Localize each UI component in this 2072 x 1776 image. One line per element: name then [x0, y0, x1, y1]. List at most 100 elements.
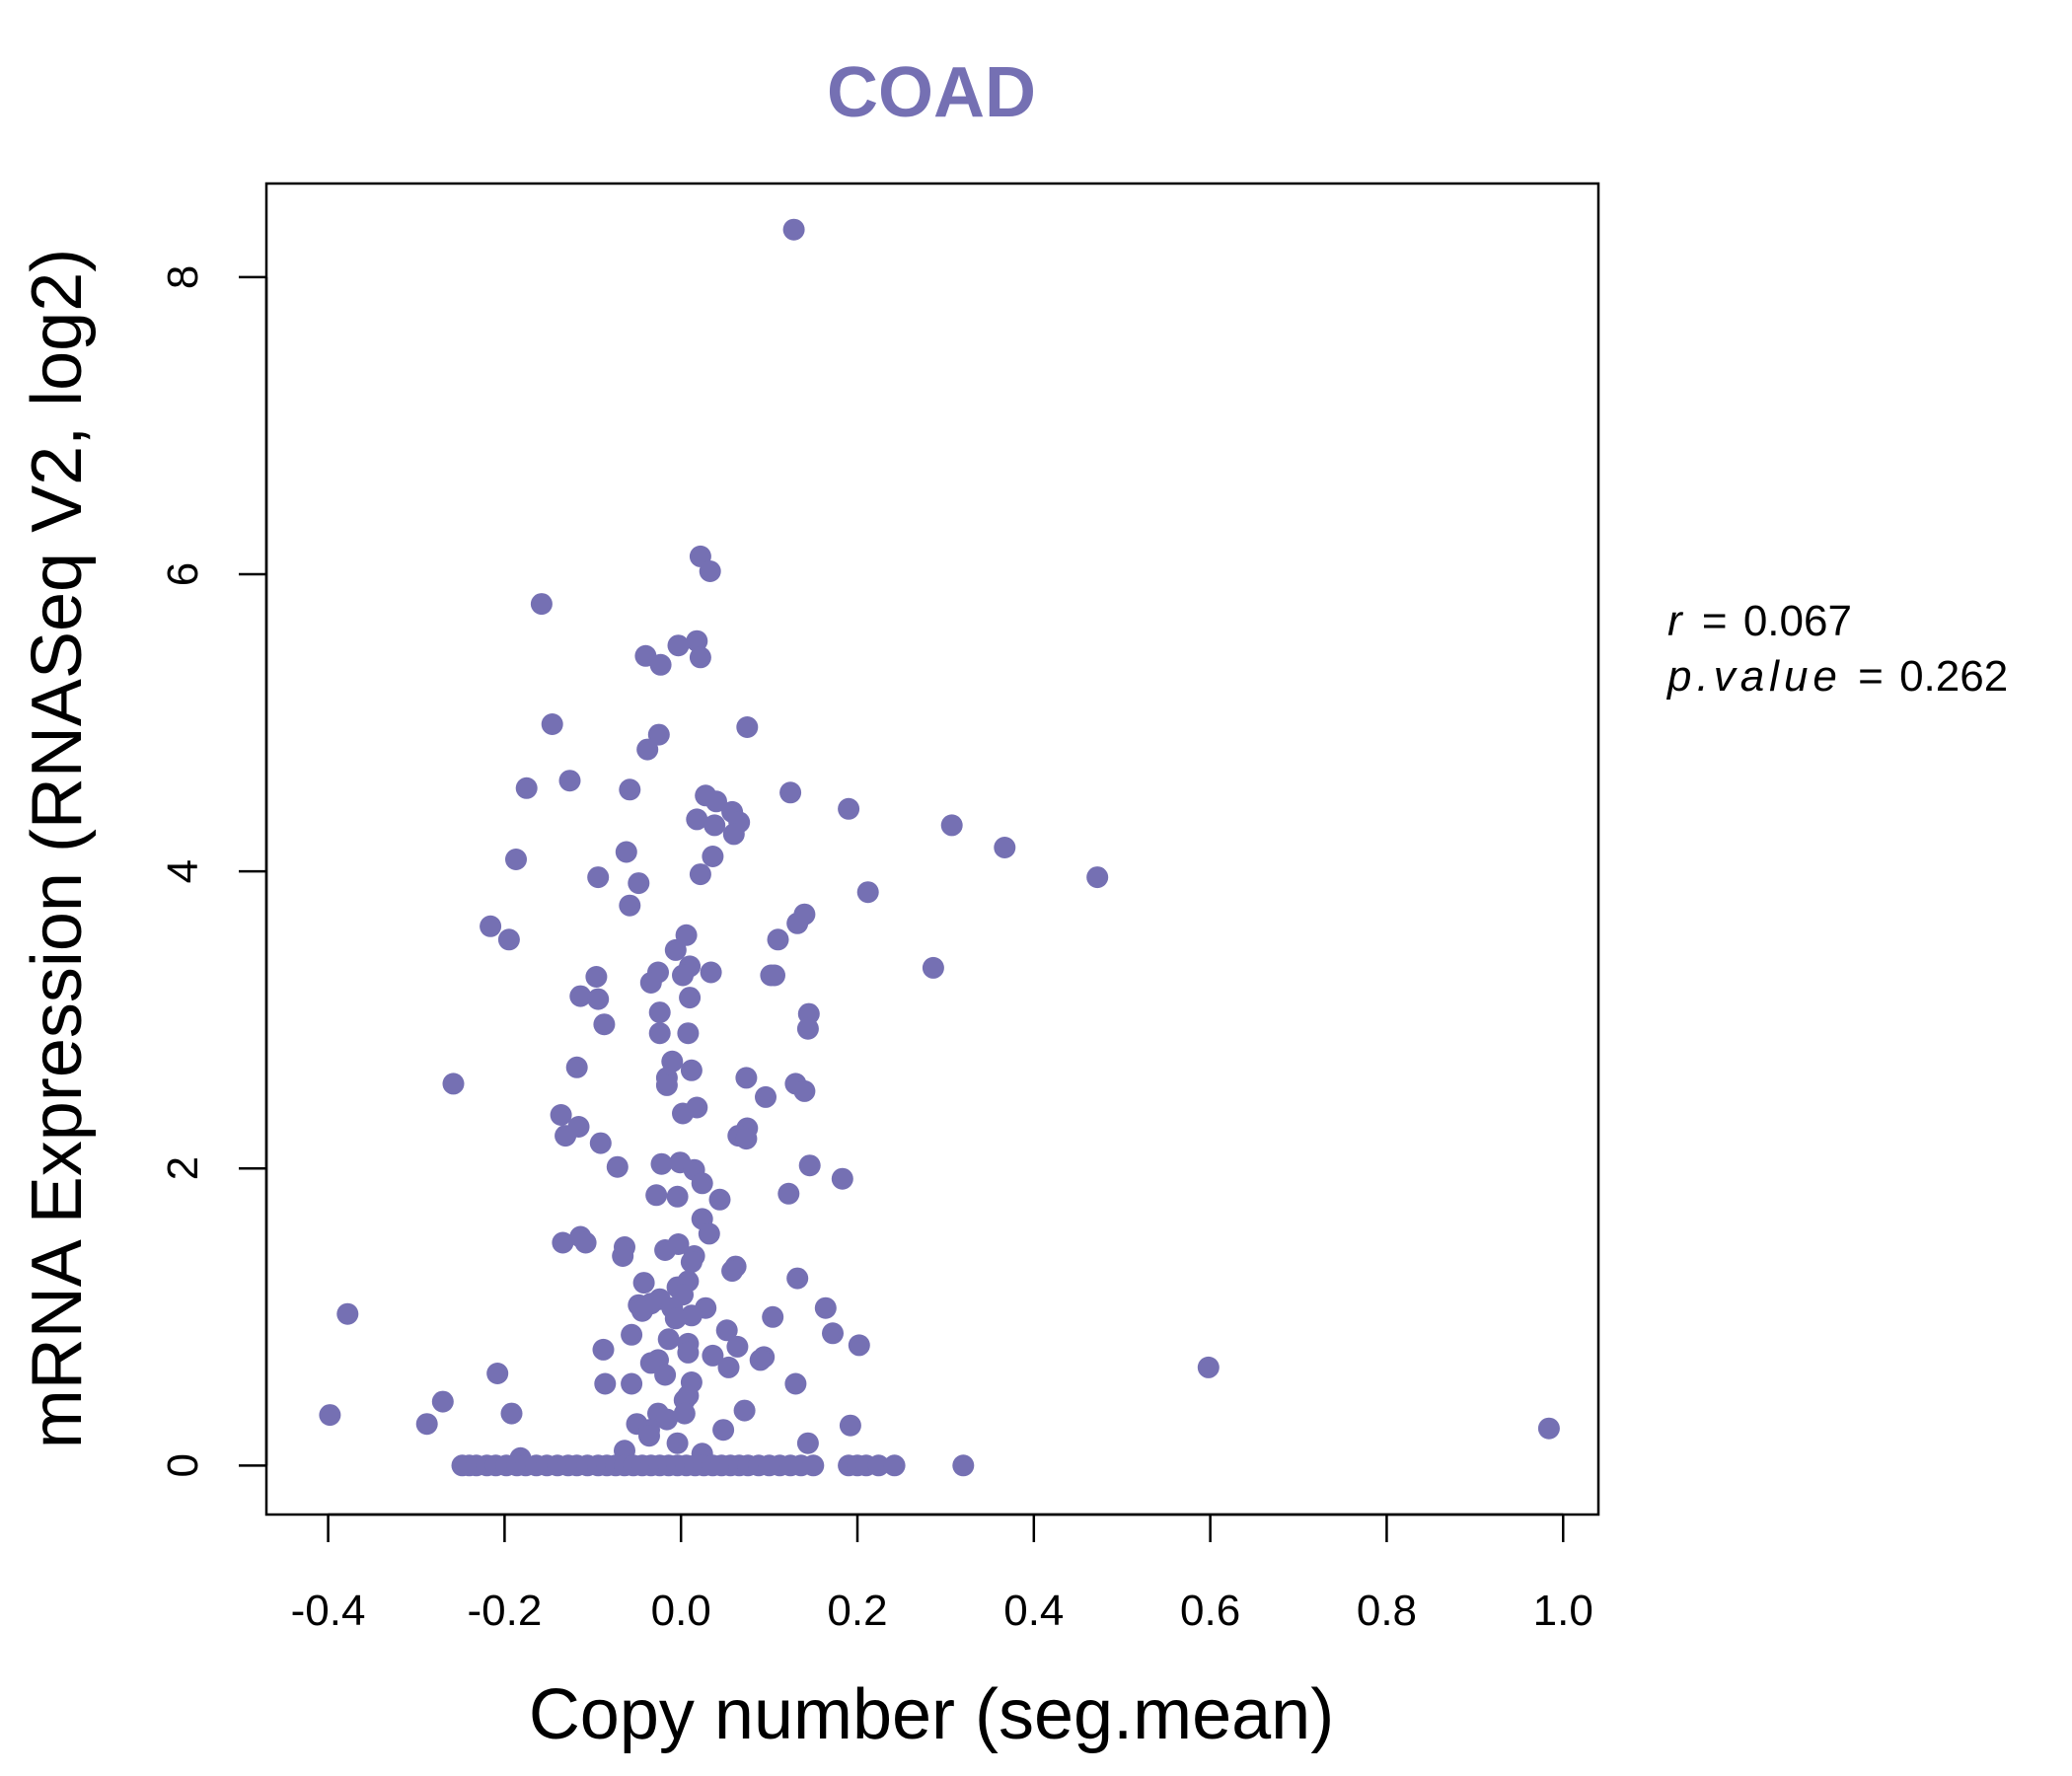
x-tick-label: 0.2 — [827, 1587, 887, 1635]
data-point-115 — [630, 1299, 653, 1322]
data-point-103 — [721, 1260, 744, 1283]
data-point-52 — [569, 985, 592, 1007]
data-point-42 — [664, 938, 687, 961]
data-point-204 — [867, 1454, 890, 1477]
data-point-26 — [994, 837, 1016, 858]
data-points — [319, 218, 1560, 1477]
data-point-12 — [636, 738, 659, 761]
data-point-15 — [619, 778, 641, 801]
data-point-5 — [686, 629, 708, 652]
data-point-141 — [621, 1372, 643, 1395]
data-point-51 — [639, 972, 662, 994]
data-point-89 — [666, 1185, 689, 1208]
data-point-98 — [654, 1239, 677, 1261]
data-point-10 — [736, 716, 759, 738]
correlation-stats: r = 0.067 p.value = 0.262 — [1665, 597, 2008, 701]
r-symbol: r — [1667, 597, 1684, 645]
data-point-149 — [673, 1402, 696, 1425]
data-point-37 — [786, 912, 809, 934]
data-point-85 — [831, 1167, 853, 1190]
data-point-13 — [558, 770, 581, 792]
data-point-9 — [541, 713, 563, 735]
data-point-145 — [319, 1404, 341, 1427]
data-point-122 — [822, 1322, 844, 1345]
data-point-58 — [796, 1017, 819, 1040]
data-point-157 — [638, 1425, 660, 1447]
r-statistic: r = 0.067 — [1667, 597, 1852, 645]
data-point-59 — [648, 1022, 671, 1045]
data-point-120 — [715, 1319, 738, 1342]
data-point-27 — [615, 841, 637, 863]
data-point-146 — [500, 1402, 523, 1425]
data-point-56 — [648, 1001, 671, 1024]
data-point-24 — [722, 823, 745, 846]
data-point-0 — [782, 218, 805, 241]
data-point-69 — [655, 1073, 678, 1096]
data-point-139 — [784, 1372, 807, 1395]
x-tick-label: 0.8 — [1357, 1587, 1417, 1635]
x-tick-label: 0.6 — [1180, 1587, 1240, 1635]
data-point-129 — [702, 1344, 724, 1367]
data-point-121 — [621, 1323, 643, 1346]
data-point-81 — [650, 1152, 673, 1175]
data-point-62 — [565, 1056, 588, 1078]
data-point-50 — [585, 966, 608, 988]
x-axis: -0.4 -0.2 0.0 0.2 0.4 0.6 0.8 1.0 — [291, 1513, 1593, 1635]
plot-frame — [264, 182, 1600, 1517]
data-point-40 — [767, 928, 789, 951]
data-point-38 — [480, 915, 502, 937]
data-point-73 — [550, 1104, 572, 1126]
y-tick-label: 6 — [159, 562, 207, 586]
data-point-76 — [555, 1125, 577, 1147]
data-point-128 — [677, 1341, 700, 1364]
data-point-137 — [654, 1364, 677, 1386]
data-point-123 — [657, 1328, 680, 1351]
data-point-150 — [655, 1408, 678, 1431]
data-point-135 — [1197, 1356, 1220, 1378]
data-point-140 — [594, 1372, 617, 1395]
data-point-86 — [691, 1172, 713, 1195]
data-point-156 — [1537, 1417, 1560, 1440]
data-point-100 — [612, 1245, 634, 1267]
data-point-87 — [777, 1182, 800, 1205]
p-value: 0.262 — [1899, 652, 2008, 701]
data-point-68 — [793, 1079, 816, 1102]
data-point-101 — [680, 1251, 703, 1274]
data-point-64 — [735, 1067, 758, 1089]
data-point-7 — [649, 653, 672, 676]
data-point-33 — [1086, 866, 1109, 889]
data-point-80 — [606, 1155, 629, 1178]
data-point-154 — [839, 1414, 861, 1437]
y-axis-title: mRNA Expression (RNASeq V2, log2) — [18, 249, 97, 1448]
x-tick-label: -0.4 — [291, 1587, 366, 1635]
data-point-53 — [587, 988, 610, 1010]
p-equals: = — [1858, 652, 1884, 701]
y-tick-label: 4 — [159, 859, 207, 883]
data-point-92 — [698, 1222, 720, 1245]
data-point-29 — [505, 849, 527, 870]
r-value: 0.067 — [1743, 597, 1852, 645]
data-point-155 — [712, 1419, 735, 1442]
data-point-39 — [497, 928, 520, 951]
data-point-16 — [779, 781, 802, 804]
data-point-114 — [814, 1296, 837, 1319]
data-point-18 — [705, 790, 727, 813]
data-point-136 — [486, 1363, 509, 1384]
data-point-95 — [552, 1231, 574, 1254]
data-point-153 — [415, 1413, 438, 1436]
data-point-79 — [589, 1132, 612, 1154]
data-point-118 — [664, 1307, 687, 1330]
data-point-83 — [798, 1154, 821, 1177]
x-axis-title: Copy number (seg.mean) — [529, 1675, 1334, 1754]
data-point-54 — [679, 987, 702, 1009]
data-point-124 — [726, 1335, 749, 1358]
y-axis: 0 2 4 6 8 — [159, 265, 268, 1478]
data-point-23 — [703, 814, 726, 837]
data-point-205 — [883, 1454, 906, 1477]
x-tick-label: 0.4 — [1003, 1587, 1064, 1635]
data-point-116 — [336, 1302, 359, 1325]
data-point-3 — [530, 593, 553, 616]
data-point-4 — [667, 634, 690, 657]
data-point-45 — [700, 961, 722, 984]
